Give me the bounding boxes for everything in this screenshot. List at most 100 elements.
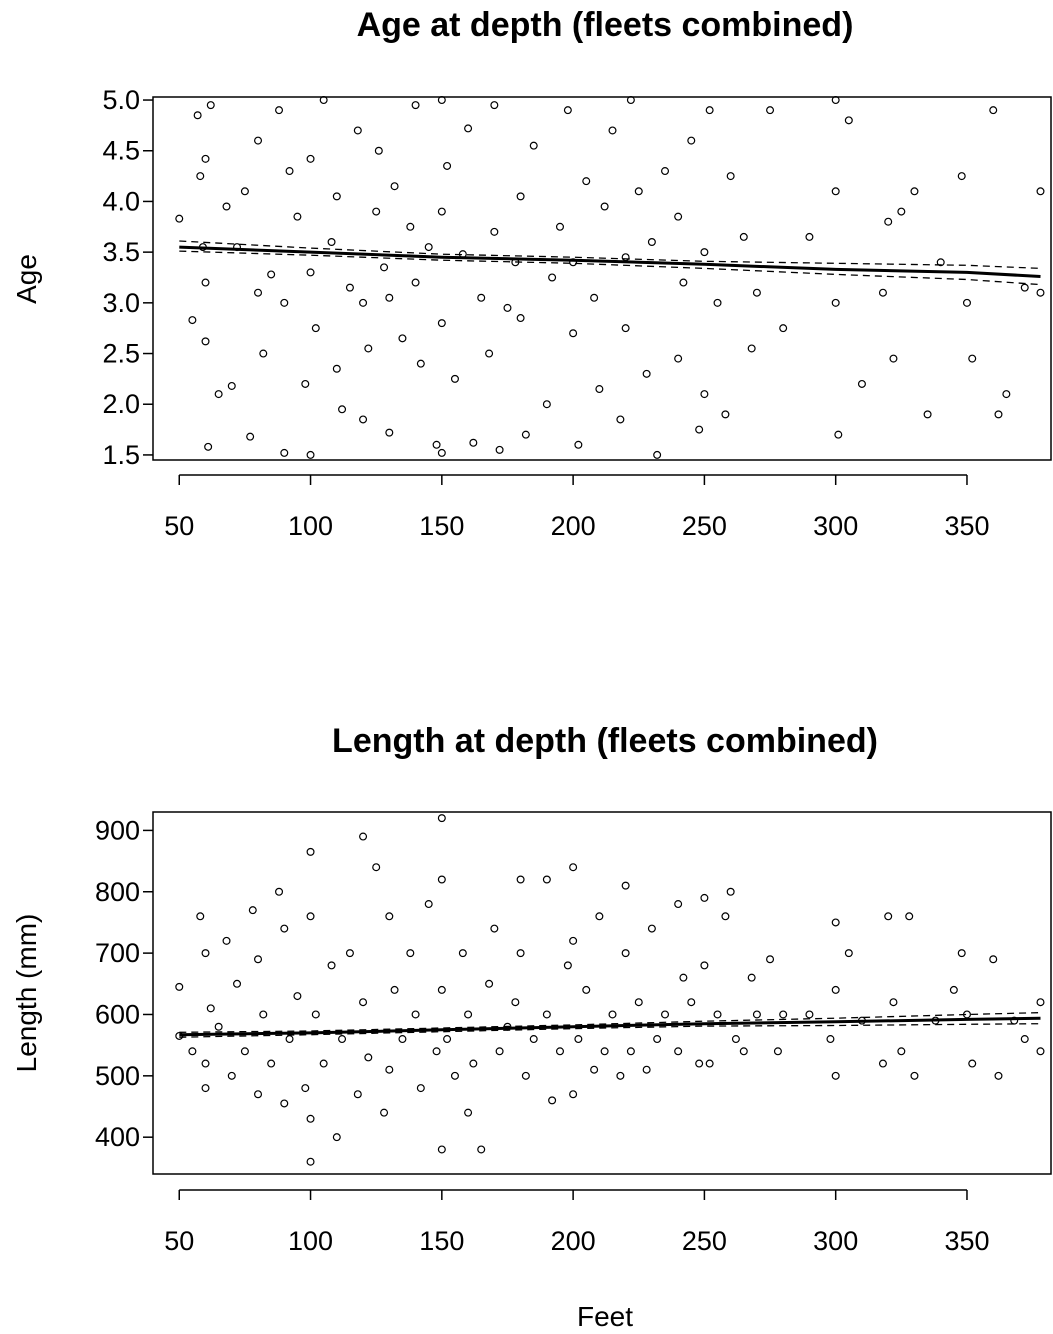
- age-data-point: [485, 349, 494, 358]
- length-data-point: [477, 1145, 486, 1154]
- age-data-point: [616, 415, 625, 424]
- age-data-point: [910, 187, 919, 196]
- age-x-tick-label: 150: [419, 511, 464, 541]
- age-data-point: [608, 126, 617, 135]
- age-data-point: [285, 167, 294, 176]
- age-data-point: [214, 390, 223, 399]
- length-data-point: [608, 1010, 617, 1019]
- length-x-tick-label: 350: [944, 1226, 989, 1256]
- age-data-point: [490, 101, 499, 110]
- age-data-point: [437, 96, 446, 105]
- age-data-point: [469, 438, 478, 447]
- age-data-point: [353, 126, 362, 135]
- length-data-point: [437, 1145, 446, 1154]
- age-y-tick-label: 1.5: [102, 440, 140, 470]
- age-data-point: [280, 448, 289, 457]
- length-data-point: [905, 912, 914, 921]
- length-data-point: [390, 985, 399, 994]
- age-data-point: [385, 293, 394, 302]
- age-data-point: [280, 298, 289, 307]
- length-data-point: [380, 1108, 389, 1117]
- length-at-depth-panel: Length at depth (fleets combined) Length…: [11, 722, 1052, 1332]
- age-data-point: [222, 202, 231, 211]
- length-data-point: [766, 955, 775, 964]
- age-data-point: [293, 212, 302, 221]
- age-data-point: [311, 324, 320, 333]
- age-data-point: [590, 293, 599, 302]
- length-data-point: [878, 1059, 887, 1068]
- length-data-point: [285, 1035, 294, 1044]
- length-data-point: [201, 1084, 210, 1093]
- length-data-point: [280, 924, 289, 933]
- length-data-point: [353, 1090, 362, 1099]
- age-data-point: [600, 202, 609, 211]
- age-data-point: [713, 298, 722, 307]
- age-data-point: [936, 258, 945, 267]
- length-data-point: [398, 1035, 407, 1044]
- age-plot-frame: [152, 96, 1052, 461]
- length-data-point: [248, 906, 257, 915]
- length-data-point: [569, 936, 578, 945]
- age-y-axis: 1.5 2.0 2.5 3.0 3.5 4.0 4.5 5.0: [102, 85, 153, 470]
- length-data-point: [240, 1047, 249, 1056]
- age-data-point: [957, 172, 966, 181]
- age-data-point: [196, 172, 205, 181]
- length-data-point: [437, 985, 446, 994]
- length-data-point: [293, 992, 302, 1001]
- age-data-point: [240, 187, 249, 196]
- length-data-point: [700, 893, 709, 902]
- age-data-point: [424, 243, 433, 252]
- length-data-point: [989, 955, 998, 964]
- length-y-tick-label: 800: [95, 877, 140, 907]
- length-data-point: [616, 1071, 625, 1080]
- length-data-point: [994, 1071, 1003, 1080]
- length-data-point: [359, 998, 368, 1007]
- age-data-point: [679, 278, 688, 287]
- age-data-point: [432, 440, 441, 449]
- age-data-point: [201, 154, 210, 163]
- length-data-point: [306, 1114, 315, 1123]
- length-data-point: [569, 863, 578, 872]
- age-data-point: [490, 227, 499, 236]
- age-data-point: [516, 192, 525, 201]
- length-y-axis-label: Length (mm): [11, 914, 42, 1073]
- length-x-axis-label: Feet: [577, 1301, 633, 1332]
- length-x-tick-label: 50: [164, 1226, 194, 1256]
- length-data-point: [306, 1157, 315, 1166]
- length-data-point: [458, 949, 467, 958]
- length-data-point: [385, 1065, 394, 1074]
- length-data-point: [949, 985, 958, 994]
- age-data-point: [204, 442, 213, 451]
- age-data-point: [574, 440, 583, 449]
- age-data-point: [301, 379, 310, 388]
- age-data-point: [582, 177, 591, 186]
- length-data-point: [595, 912, 604, 921]
- age-data-point: [674, 212, 683, 221]
- age-data-point: [529, 141, 538, 150]
- age-data-point: [595, 385, 604, 394]
- age-data-point: [661, 167, 670, 176]
- length-data-point: [214, 1022, 223, 1031]
- length-data-point: [739, 1047, 748, 1056]
- length-data-point: [521, 1071, 530, 1080]
- age-data-point: [254, 288, 263, 297]
- age-data-point: [319, 96, 328, 105]
- age-data-point: [563, 106, 572, 115]
- age-data-point: [766, 106, 775, 115]
- age-data-point: [464, 124, 473, 133]
- age-data-point: [306, 154, 315, 163]
- age-data-point: [721, 410, 730, 419]
- age-data-point: [398, 334, 407, 343]
- length-data-point: [542, 875, 551, 884]
- length-data-point: [332, 1133, 341, 1142]
- length-data-point: [464, 1010, 473, 1019]
- length-data-point: [752, 1010, 761, 1019]
- age-data-point: [338, 405, 347, 414]
- length-data-point: [731, 1035, 740, 1044]
- age-data-point: [437, 448, 446, 457]
- length-data-point: [529, 1035, 538, 1044]
- age-data-point: [747, 344, 756, 353]
- age-data-point: [516, 314, 525, 323]
- length-data-point: [301, 1084, 310, 1093]
- length-data-point: [416, 1084, 425, 1093]
